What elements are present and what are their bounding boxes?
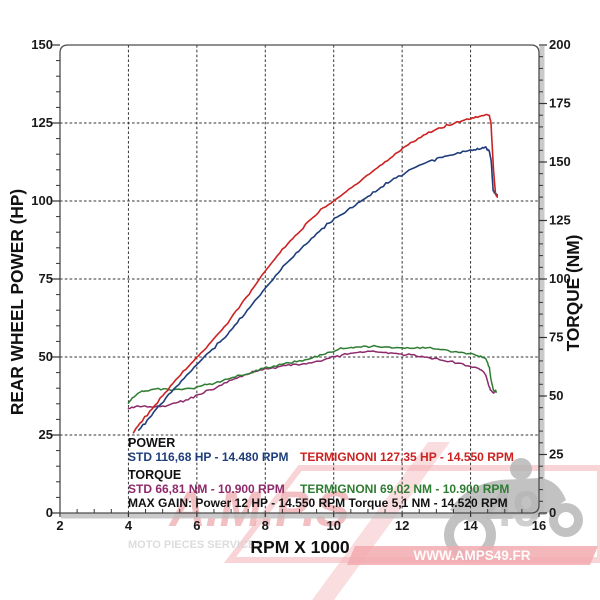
- svg-text:TORQUE (NM): TORQUE (NM): [563, 235, 583, 352]
- svg-text:50: 50: [39, 349, 53, 364]
- svg-text:200: 200: [549, 37, 571, 52]
- svg-text:125: 125: [549, 213, 571, 228]
- svg-text:POWER: POWER: [128, 436, 175, 450]
- svg-text:125: 125: [31, 115, 53, 130]
- svg-text:8: 8: [262, 518, 269, 533]
- svg-text:0: 0: [549, 505, 556, 520]
- svg-text:75: 75: [39, 271, 53, 286]
- svg-text:100: 100: [31, 193, 53, 208]
- svg-text:MAX GAIN: Power 12 HP - 14.550: MAX GAIN: Power 12 HP - 14.550 RPM Torqu…: [128, 496, 508, 510]
- svg-text:STD 66,81 NM - 10.900 RPM: STD 66,81 NM - 10.900 RPM: [128, 482, 285, 496]
- svg-text:12: 12: [395, 518, 409, 533]
- svg-text:25: 25: [39, 427, 53, 442]
- svg-text:6: 6: [193, 518, 200, 533]
- svg-text:16: 16: [532, 518, 546, 533]
- svg-text:25: 25: [549, 447, 563, 462]
- svg-text:TERMIGNONI 69,02 NM - 10.900: TERMIGNONI 69,02 NM - 10.900 RPM: [300, 482, 509, 496]
- svg-text:14: 14: [463, 518, 478, 533]
- svg-text:2: 2: [56, 518, 63, 533]
- svg-text:MOTO PIECES SERVICES: MOTO PIECES SERVICES: [128, 539, 263, 551]
- svg-text:150: 150: [549, 154, 571, 169]
- svg-text:10: 10: [326, 518, 340, 533]
- svg-text:RPM X 1000: RPM X 1000: [250, 537, 349, 557]
- svg-text:75: 75: [549, 330, 563, 345]
- svg-text:REAR WHEEL POWER (HP): REAR WHEEL POWER (HP): [7, 189, 27, 415]
- svg-text:175: 175: [549, 96, 571, 111]
- svg-text:TORQUE: TORQUE: [128, 468, 181, 482]
- svg-text:TERMIGNONI 127,35 HP - 14.550: TERMIGNONI 127,35 HP - 14.550 RPM: [300, 450, 514, 464]
- svg-text:150: 150: [31, 37, 53, 52]
- svg-text:50: 50: [549, 388, 563, 403]
- svg-text:WWW.AMPS49.FR: WWW.AMPS49.FR: [414, 548, 531, 563]
- svg-text:STD 116,68 HP - 14.480 RPM: STD 116,68 HP - 14.480 RPM: [128, 450, 289, 464]
- svg-text:0: 0: [46, 505, 53, 520]
- svg-text:4: 4: [125, 518, 133, 533]
